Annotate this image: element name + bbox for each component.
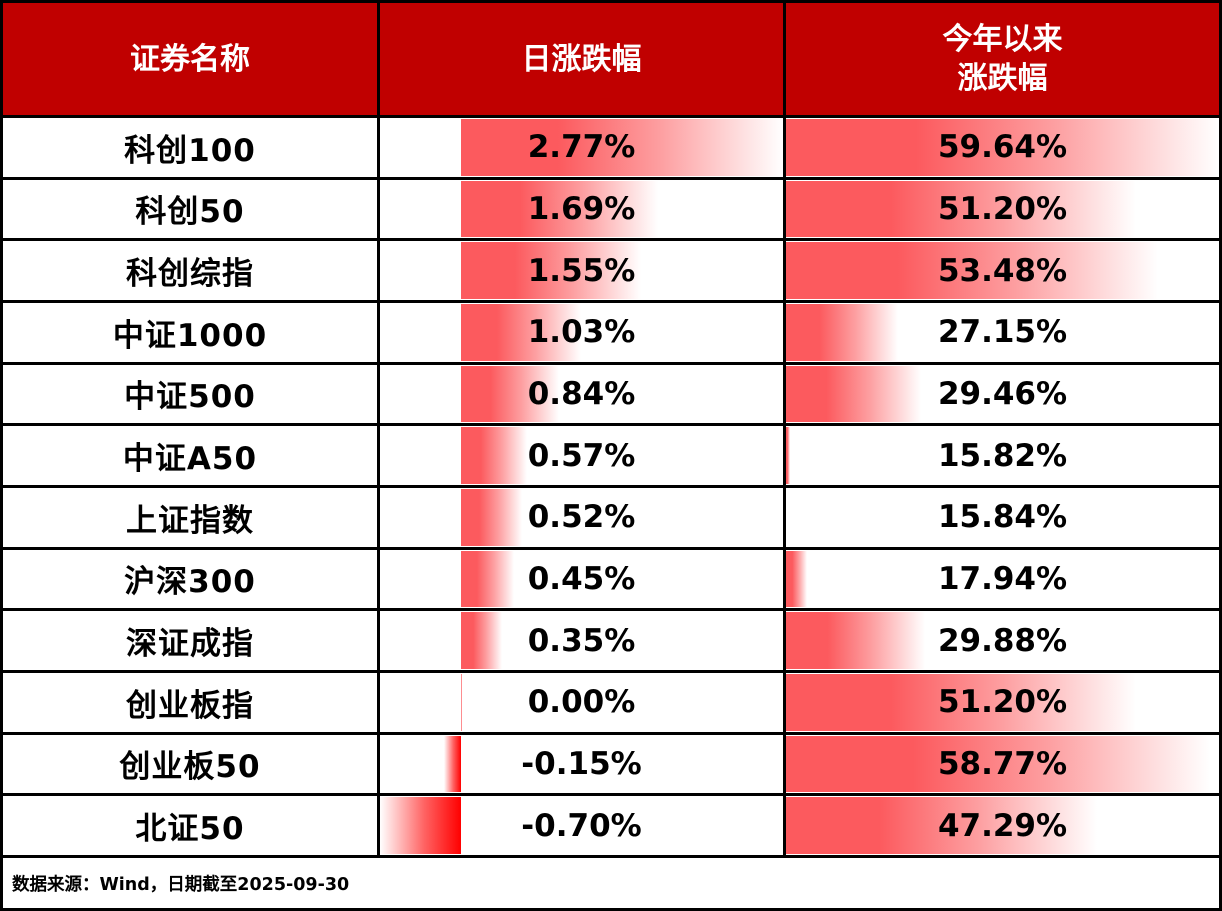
- index-name-cell: 中证A50: [3, 426, 377, 485]
- ytd-change-value: 29.46%: [937, 375, 1068, 412]
- daily-change-value: 0.00%: [527, 684, 636, 721]
- ytd-change-bar: [786, 427, 790, 484]
- header-ytd-change-column: 今年以来 涨跌幅: [786, 3, 1219, 115]
- daily-change-bar: [443, 735, 462, 793]
- daily-change-bar: [461, 119, 783, 176]
- index-name-cell: 科创50: [3, 179, 377, 239]
- data-source-note: 数据来源：Wind，日期截至2025-09-30: [3, 858, 1219, 908]
- ytd-change-value: 17.94%: [937, 560, 1068, 597]
- daily-change-value: -0.70%: [521, 807, 642, 844]
- ytd-change-bar: [786, 674, 1136, 731]
- daily-change-value: 2.77%: [527, 129, 636, 166]
- ytd-change-cell: 15.84%: [786, 488, 1219, 547]
- daily-change-value: 1.03%: [527, 314, 636, 351]
- ytd-change-cell: 47.29%: [786, 796, 1219, 855]
- daily-change-value: 0.35%: [527, 622, 636, 659]
- ytd-change-cell: 15.82%: [786, 426, 1219, 485]
- ytd-change-value: 29.88%: [937, 622, 1068, 659]
- daily-change-bar: [461, 550, 514, 608]
- ytd-change-value: 59.64%: [937, 129, 1068, 166]
- ytd-change-cell: 58.77%: [786, 734, 1219, 794]
- daily-change-cell: 0.00%: [380, 673, 783, 732]
- daily-change-cell: -0.15%: [380, 734, 783, 794]
- ytd-change-value: 51.20%: [937, 190, 1068, 227]
- daily-change-bar: [461, 242, 642, 299]
- ytd-change-value: 15.84%: [937, 499, 1068, 536]
- ytd-change-cell: 17.94%: [786, 549, 1219, 609]
- daily-change-value: 0.57%: [527, 437, 636, 474]
- daily-change-cell: 0.45%: [380, 549, 783, 609]
- ytd-change-bar: [786, 180, 1136, 238]
- ytd-change-bar: [786, 242, 1159, 299]
- ytd-change-cell: 51.20%: [786, 673, 1219, 732]
- header-daily-change-label: 日涨跌幅: [521, 41, 642, 77]
- ytd-change-bar: [786, 550, 807, 608]
- index-name-cell: 科创100: [3, 118, 377, 177]
- daily-change-bar: [380, 797, 462, 854]
- ytd-change-bar: [786, 304, 898, 361]
- header-daily-change-column: 日涨跌幅: [380, 3, 783, 115]
- ytd-change-cell: 29.46%: [786, 364, 1219, 424]
- ytd-change-bar: [786, 735, 1211, 793]
- daily-change-value: 1.55%: [527, 252, 636, 289]
- header-name-label: 证券名称: [130, 41, 250, 77]
- index-name-cell: 中证500: [3, 364, 377, 424]
- ytd-change-cell: 51.20%: [786, 179, 1219, 239]
- daily-change-cell: 0.84%: [380, 364, 783, 424]
- index-name-cell: 深证成指: [3, 611, 377, 670]
- daily-change-bar: [461, 304, 581, 361]
- index-name-cell: 上证指数: [3, 488, 377, 547]
- ytd-change-bar: [786, 365, 921, 423]
- ytd-change-value: 58.77%: [937, 745, 1068, 782]
- daily-change-cell: 2.77%: [380, 118, 783, 177]
- daily-change-bar: [461, 489, 522, 546]
- ytd-change-bar: [786, 612, 925, 669]
- header-ytd-change-label-line2: 涨跌幅: [957, 61, 1048, 96]
- daily-change-cell: -0.70%: [380, 796, 783, 855]
- daily-change-cell: 0.35%: [380, 611, 783, 670]
- ytd-change-cell: 27.15%: [786, 303, 1219, 362]
- daily-change-cell: 0.52%: [380, 488, 783, 547]
- daily-change-bar: [461, 365, 559, 423]
- ytd-change-bar: [786, 119, 1219, 176]
- index-name-cell: 北证50: [3, 796, 377, 855]
- daily-change-cell: 0.57%: [380, 426, 783, 485]
- daily-change-value: -0.15%: [521, 745, 642, 782]
- daily-change-value: 1.69%: [527, 190, 636, 227]
- daily-change-cell: 1.69%: [380, 179, 783, 239]
- daily-change-bar: [461, 612, 502, 669]
- index-name-cell: 创业板50: [3, 734, 377, 794]
- index-name-cell: 创业板指: [3, 673, 377, 732]
- daily-change-bar: [461, 180, 658, 238]
- ytd-change-cell: 53.48%: [786, 241, 1219, 300]
- index-name-cell: 科创综指: [3, 241, 377, 300]
- daily-change-bar: [461, 674, 463, 731]
- ytd-change-value: 51.20%: [937, 684, 1068, 721]
- index-name-cell: 沪深300: [3, 549, 377, 609]
- header-name-column: 证券名称: [3, 3, 377, 115]
- header-ytd-change-label-line1: 今年以来: [942, 22, 1063, 57]
- ytd-change-cell: 59.64%: [786, 118, 1219, 177]
- data-source-text: 数据来源：Wind，日期截至2025-09-30: [12, 874, 350, 895]
- daily-change-cell: 1.03%: [380, 303, 783, 362]
- index-name-cell: 中证1000: [3, 303, 377, 362]
- daily-change-value: 0.84%: [527, 375, 636, 412]
- ytd-change-value: 15.82%: [937, 437, 1068, 474]
- ytd-change-value: 53.48%: [937, 252, 1068, 289]
- ytd-change-value: 47.29%: [937, 807, 1068, 844]
- daily-change-value: 0.45%: [527, 560, 636, 597]
- daily-change-value: 0.52%: [527, 499, 636, 536]
- daily-change-cell: 1.55%: [380, 241, 783, 300]
- daily-change-bar: [461, 427, 528, 484]
- ytd-change-bar: [786, 797, 1097, 854]
- ytd-change-cell: 29.88%: [786, 611, 1219, 670]
- ytd-change-value: 27.15%: [937, 314, 1068, 351]
